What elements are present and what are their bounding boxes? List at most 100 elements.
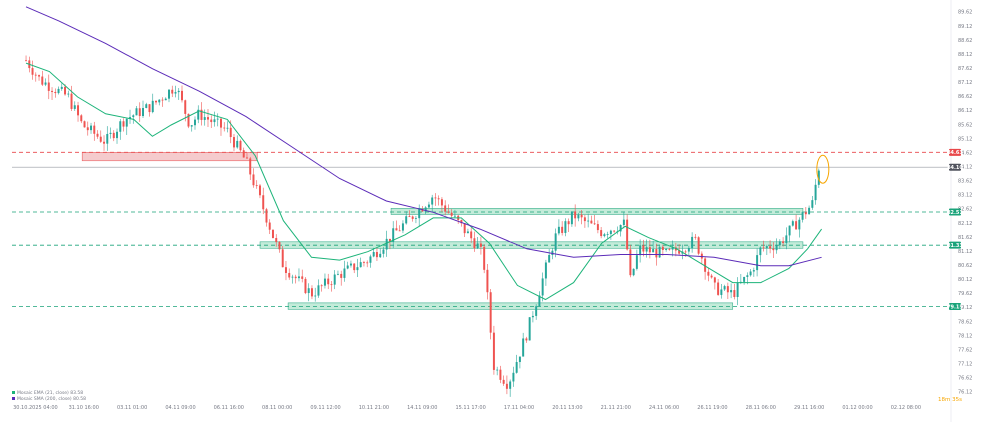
candle-body	[164, 98, 167, 101]
candle-body	[772, 248, 775, 251]
candle	[804, 206, 807, 219]
candle	[109, 127, 112, 139]
candle-body	[408, 216, 411, 218]
candle-body	[785, 235, 788, 244]
candle-body	[336, 273, 339, 275]
candle-body	[148, 104, 151, 113]
candle	[44, 78, 47, 87]
candle	[613, 230, 616, 233]
candle-body	[271, 229, 274, 238]
candle-body	[138, 108, 141, 117]
candle	[466, 228, 469, 234]
candle	[756, 248, 759, 277]
candle-body	[499, 369, 502, 380]
candle-body	[239, 140, 242, 151]
candle-body	[158, 99, 161, 103]
candle	[47, 74, 50, 100]
candle-body	[142, 107, 144, 117]
candle	[489, 288, 492, 340]
candle	[327, 273, 330, 290]
candle	[262, 187, 265, 215]
candle-body	[184, 100, 187, 114]
candle-body	[518, 356, 521, 363]
candle-body	[73, 105, 76, 109]
y-tick-label: 79.12	[958, 305, 972, 311]
y-axis[interactable]: 89.62 89.12 88.62 88.12 87.62 87.12 86.62 86.12…	[950, 0, 972, 422]
candle	[375, 247, 378, 262]
candle-body	[190, 125, 193, 127]
candle-body	[431, 197, 434, 205]
x-tick-label: 14.11 09:00	[407, 405, 437, 411]
candle-body	[736, 282, 739, 297]
candle-body	[762, 247, 765, 249]
legend-entry[interactable]: Mosaic SMA (200, close) 80.58	[17, 396, 86, 402]
candle-body	[54, 91, 57, 94]
candle-body	[626, 219, 629, 250]
candle	[119, 119, 122, 140]
candle	[512, 366, 515, 387]
candle	[190, 124, 193, 132]
x-tick-label: 03.11 01:00	[117, 405, 147, 411]
candle	[801, 211, 804, 223]
candle	[593, 215, 596, 226]
candle	[255, 180, 258, 189]
x-tick-label: 31.10 16:00	[69, 405, 99, 411]
candle-body	[129, 117, 132, 119]
candle-body	[596, 224, 599, 231]
candle	[440, 197, 443, 213]
candle	[106, 126, 109, 151]
candle-body	[103, 141, 106, 144]
candle-body	[119, 121, 122, 132]
candle-body	[512, 372, 515, 382]
y-tick-label: 83.62	[958, 179, 972, 185]
candle-body	[317, 285, 320, 296]
candle	[288, 268, 291, 280]
x-axis[interactable]: 30.10.2025 04:00 31.10 16:00 03.11 01:00 04…	[13, 405, 921, 411]
candle-body	[515, 362, 518, 373]
candle	[392, 221, 395, 249]
candle-body	[125, 118, 128, 127]
candle-body	[791, 221, 794, 226]
candle-body	[629, 249, 632, 276]
candle	[340, 270, 343, 286]
candle	[749, 269, 752, 277]
x-tick-label: 04.11 09:00	[165, 405, 195, 411]
candle	[349, 260, 352, 268]
candle-body	[788, 225, 791, 236]
candle-body	[51, 90, 54, 92]
candle	[359, 257, 362, 268]
indicator-lines	[25, 6, 823, 301]
candle	[476, 237, 479, 249]
legend-entry[interactable]: Mosaic EMA (21, close) 83.58	[17, 390, 83, 396]
candle	[41, 70, 44, 87]
candle-body	[314, 295, 317, 297]
candle-body	[437, 198, 440, 200]
candle	[661, 244, 664, 256]
candle	[304, 277, 307, 295]
candle-body	[548, 255, 551, 263]
candle-body	[778, 241, 781, 246]
candle-body	[463, 223, 466, 234]
candle	[54, 88, 57, 98]
candle-body	[232, 137, 235, 148]
y-tick-label: 85.12	[958, 136, 972, 142]
candle-body	[557, 226, 560, 234]
candle	[268, 219, 271, 235]
candle	[388, 238, 391, 250]
candle-body	[145, 104, 148, 108]
candle-body	[551, 250, 554, 256]
candle-body	[606, 234, 609, 235]
candle	[216, 113, 219, 127]
candle	[509, 379, 512, 397]
candle-body	[288, 272, 291, 278]
candle-body	[561, 226, 564, 233]
candle-body	[665, 248, 668, 250]
candle	[408, 210, 411, 218]
candle	[694, 233, 697, 240]
candle	[307, 283, 310, 302]
candle	[73, 101, 76, 111]
candle	[528, 317, 531, 341]
